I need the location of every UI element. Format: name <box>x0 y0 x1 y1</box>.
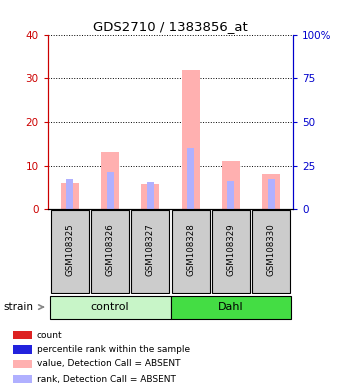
Bar <box>187 148 194 209</box>
Bar <box>106 172 114 209</box>
Bar <box>131 210 169 293</box>
Text: GSM108325: GSM108325 <box>65 223 74 276</box>
Text: strain: strain <box>3 302 33 312</box>
Bar <box>13 345 32 354</box>
Bar <box>13 331 32 339</box>
Text: rank, Detection Call = ABSENT: rank, Detection Call = ABSENT <box>37 375 176 384</box>
Bar <box>13 359 32 368</box>
Bar <box>13 375 32 383</box>
Text: count: count <box>37 331 62 340</box>
Bar <box>227 181 235 209</box>
Text: percentile rank within the sample: percentile rank within the sample <box>37 345 190 354</box>
Bar <box>267 179 275 209</box>
Bar <box>61 183 79 209</box>
Text: GSM108330: GSM108330 <box>267 223 276 276</box>
Bar <box>101 152 119 209</box>
Text: GSM108326: GSM108326 <box>106 223 115 276</box>
Bar <box>51 210 89 293</box>
Bar <box>212 210 250 293</box>
Bar <box>91 210 129 293</box>
Bar <box>66 179 74 209</box>
Text: control: control <box>91 302 130 312</box>
Bar <box>141 184 160 209</box>
Title: GDS2710 / 1383856_at: GDS2710 / 1383856_at <box>93 20 248 33</box>
Bar <box>262 174 280 209</box>
Bar <box>50 296 170 319</box>
Text: GSM108329: GSM108329 <box>226 223 235 276</box>
Text: Dahl: Dahl <box>218 302 244 312</box>
Text: GSM108327: GSM108327 <box>146 223 155 276</box>
Bar <box>172 210 210 293</box>
Bar <box>181 70 200 209</box>
Bar <box>170 296 291 319</box>
Bar <box>147 182 154 209</box>
Text: value, Detection Call = ABSENT: value, Detection Call = ABSENT <box>37 359 180 368</box>
Text: GSM108328: GSM108328 <box>186 223 195 276</box>
Bar <box>252 210 290 293</box>
Bar <box>222 161 240 209</box>
